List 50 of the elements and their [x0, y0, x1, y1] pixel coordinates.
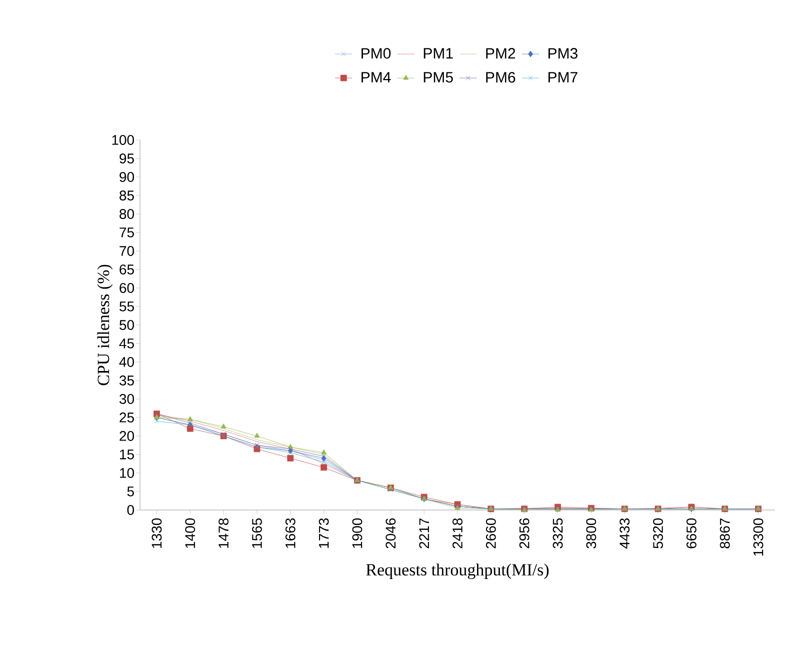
y-tick-label: 5 [127, 486, 134, 496]
y-tick-label: 0 [127, 505, 134, 515]
x-tick-label: 1330 [152, 518, 162, 548]
y-tick-label: 80 [120, 209, 134, 219]
legend-label: PM0 [362, 48, 391, 59]
legend-label: PM7 [548, 72, 578, 82]
x-axis-title: Requests throughput(MI/s) [366, 564, 549, 580]
y-tick-label: 75 [120, 228, 134, 238]
y-tick-label: 10 [120, 468, 134, 478]
y-tick-label: 70 [120, 246, 134, 256]
y-tick-label: 90 [120, 172, 134, 182]
x-tick-label: 3800 [586, 518, 596, 548]
x-tick-label: 2046 [386, 518, 396, 548]
x-tick-label: 1900 [352, 518, 362, 548]
x-tick-label: 1663 [285, 518, 296, 548]
y-tick-label: 45 [119, 338, 134, 348]
legend-label: PM1 [424, 48, 453, 58]
y-tick-label: 85 [120, 190, 134, 200]
y-tick-label: 40 [119, 357, 134, 367]
x-tick-label: 13300 [753, 518, 764, 556]
legend-label: PM6 [486, 72, 516, 83]
legend-label: PM4 [362, 72, 391, 82]
x-tick-label: 1565 [252, 518, 262, 548]
x-tick-label: 5320 [653, 518, 663, 548]
x-tick-label: 4433 [620, 518, 630, 549]
legend-label: PM5 [424, 72, 453, 83]
y-tick-label: 35 [119, 376, 134, 386]
y-tick-label: 100 [112, 135, 134, 145]
x-tick-label: 1773 [318, 518, 329, 548]
y-tick-label: 95 [120, 154, 134, 164]
legend-label: PM2 [486, 48, 516, 59]
x-tick-label: 8867 [720, 518, 730, 548]
x-tick-label: 2217 [419, 518, 429, 548]
legend-label: PM3 [548, 48, 578, 59]
y-axis-title: CPU idleness (%) [97, 264, 113, 386]
x-tick-label: 1478 [218, 518, 229, 548]
y-tick-label: 60 [120, 283, 134, 293]
x-tick-label: 2418 [452, 518, 462, 548]
x-tick-label: 2956 [519, 518, 530, 548]
y-tick-label: 30 [119, 394, 134, 404]
y-tick-label: 15 [120, 450, 134, 460]
x-tick-label: 1400 [185, 518, 196, 548]
x-tick-label: 3325 [552, 518, 563, 548]
x-tick-label: 6650 [686, 518, 696, 548]
y-tick-label: 25 [120, 412, 134, 422]
y-tick-label: 55 [120, 302, 134, 312]
y-tick-label: 65 [120, 264, 134, 274]
y-tick-label: 20 [120, 431, 134, 441]
x-tick-label: 2660 [486, 518, 496, 548]
y-tick-label: 50 [120, 320, 134, 330]
